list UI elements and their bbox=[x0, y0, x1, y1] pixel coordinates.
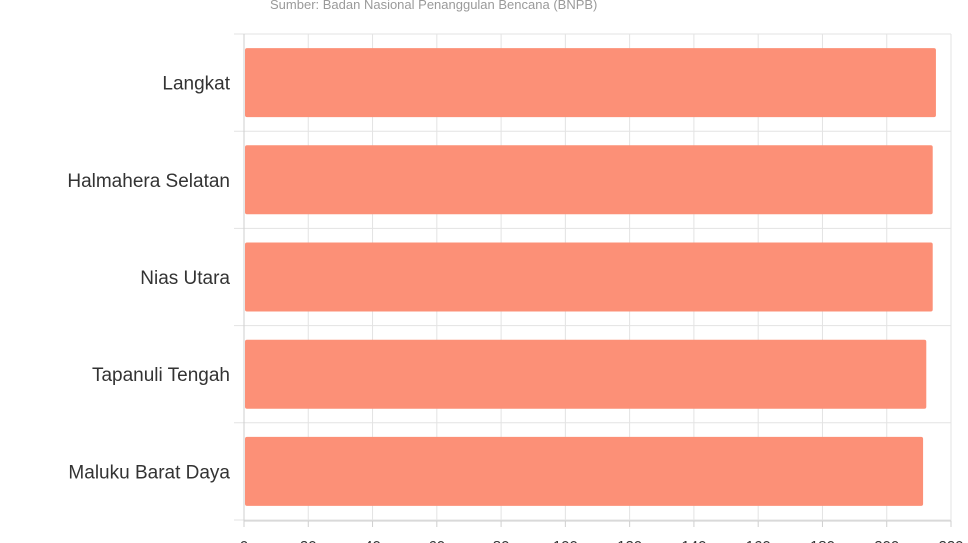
x-tick-label: 140 bbox=[681, 538, 706, 543]
bar bbox=[245, 339, 927, 409]
category-label: Langkat bbox=[162, 74, 230, 95]
x-axis: 0 20 40 60 80 100 120 140 160 180 200 220 bbox=[240, 34, 964, 543]
category-label: Halmahera Selatan bbox=[67, 171, 230, 192]
bars bbox=[245, 48, 936, 506]
x-tick-label: 20 bbox=[300, 538, 317, 543]
x-tick-label: 40 bbox=[364, 538, 381, 543]
bar bbox=[245, 48, 936, 118]
category-label: Nias Utara bbox=[140, 268, 230, 289]
category-label: Maluku Barat Daya bbox=[68, 462, 230, 483]
x-tick-label: 200 bbox=[874, 538, 899, 543]
bar bbox=[245, 242, 933, 312]
category-labels: Langkat Halmahera Selatan Nias Utara Tapanu… bbox=[67, 74, 230, 484]
x-tick-label: 160 bbox=[746, 538, 771, 543]
x-tick-label: 100 bbox=[553, 538, 578, 543]
x-tick-label: 60 bbox=[428, 538, 445, 543]
x-tick-label: 220 bbox=[938, 538, 963, 543]
chart-source: Sumber: Badan Nasional Penanggulan Benca… bbox=[270, 0, 597, 12]
x-tick-label: 120 bbox=[617, 538, 642, 543]
x-tick-label: 0 bbox=[240, 538, 248, 543]
bar bbox=[245, 145, 933, 215]
category-label: Tapanuli Tengah bbox=[92, 365, 230, 386]
x-tick-label: 180 bbox=[810, 538, 835, 543]
x-tick-label: 80 bbox=[493, 538, 510, 543]
bar bbox=[245, 436, 924, 506]
